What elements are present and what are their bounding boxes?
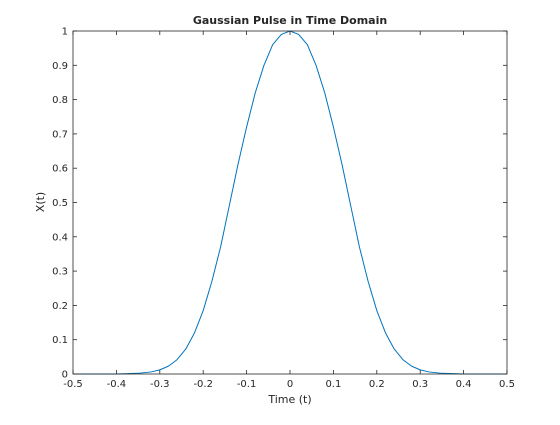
y-axis: 0 0.1 0.2 0.3 0.4 0.5 0.6 0.7 0.8 0.9 1 [52,27,507,381]
x-tick-label: -0.4 [107,379,127,390]
x-tick-label: -0.3 [150,379,170,390]
plot-area [73,31,507,374]
y-tick-label: 0.5 [52,198,68,209]
y-axis-label: X(t) [34,192,47,212]
x-axis: -0.5 -0.4 -0.3 -0.2 -0.1 0 0.1 0.2 0.3 0.4 0.5 [63,31,515,390]
x-tick-label: 0.4 [456,379,472,390]
y-tick-label: 1 [62,27,68,38]
y-tick-label: 0.3 [52,267,68,278]
y-tick-label: 0.6 [52,164,68,175]
x-tick-label: -0.1 [237,379,257,390]
x-tick-label: -0.2 [193,379,213,390]
y-tick-label: 0.8 [52,95,68,106]
x-tick-label: 0.5 [499,379,515,390]
x-tick-label: 0.1 [325,379,341,390]
y-tick-label: 0.1 [52,335,68,346]
x-axis-label: Time (t) [267,393,311,406]
x-tick-label: 0.2 [369,379,385,390]
x-tick-label: 0.3 [412,379,428,390]
y-tick-label: 0 [62,370,68,381]
chart-title: Gaussian Pulse in Time Domain [193,14,387,27]
x-tick-label: 0 [287,379,293,390]
y-tick-label: 0.4 [52,232,68,243]
y-tick-label: 0.2 [52,301,68,312]
x-tick-label: -0.5 [63,379,83,390]
y-tick-label: 0.9 [52,61,68,72]
y-tick-label: 0.7 [52,129,68,140]
